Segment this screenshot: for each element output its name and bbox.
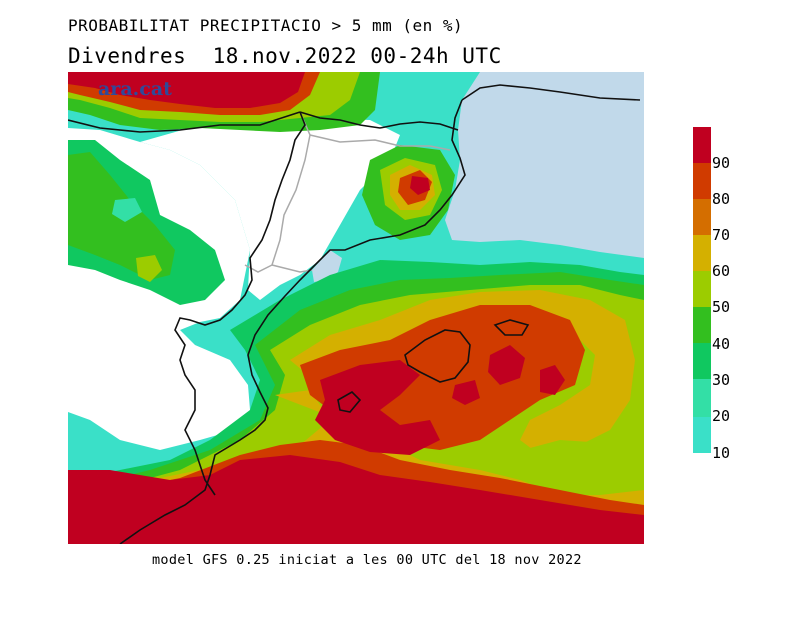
legend-swatch-30 bbox=[693, 343, 711, 379]
mallorca-island bbox=[404, 329, 471, 383]
watermark-logo: ara.cat bbox=[98, 78, 172, 100]
legend-label-30: 30 bbox=[712, 371, 731, 389]
band-90-south-blob3 bbox=[452, 380, 480, 405]
legend-swatch-80 bbox=[693, 163, 711, 199]
band-60-south-east bbox=[530, 440, 600, 470]
legend-swatch-40 bbox=[693, 307, 711, 343]
legend-label-90: 90 bbox=[712, 154, 731, 172]
legend-swatch-60 bbox=[693, 235, 711, 271]
legend-swatch-90 bbox=[693, 127, 711, 163]
legend-label-70: 70 bbox=[712, 226, 731, 244]
band-90-north bbox=[68, 72, 305, 108]
band-60-west bbox=[136, 255, 162, 282]
legend-swatch-70 bbox=[693, 199, 711, 235]
precipitation-probability-map bbox=[68, 72, 644, 544]
legend-swatch-10 bbox=[693, 417, 711, 453]
band-70-south bbox=[290, 290, 635, 455]
band-90-south-bottom bbox=[68, 455, 644, 544]
legend-swatch-50 bbox=[693, 271, 711, 307]
dry-area-central bbox=[140, 118, 400, 300]
band-90-south-left bbox=[315, 360, 440, 455]
ibiza-island bbox=[337, 391, 362, 413]
legend-swatch-20 bbox=[693, 379, 711, 417]
map-subtitle: Divendres 18.nov.2022 00-24h UTC bbox=[68, 44, 502, 68]
legend-colorbar bbox=[693, 127, 711, 453]
menorca-island bbox=[493, 319, 530, 336]
band-90-south-blob2 bbox=[540, 365, 565, 395]
legend-label-60: 60 bbox=[712, 262, 731, 280]
band-90-south-blob1 bbox=[488, 345, 525, 385]
region-borders bbox=[244, 111, 451, 273]
legend-label-50: 50 bbox=[712, 298, 731, 316]
legend-label-40: 40 bbox=[712, 335, 731, 353]
legend-label-10: 10 bbox=[712, 444, 731, 462]
band-20-west-blob bbox=[112, 198, 142, 222]
coastline-borders bbox=[68, 84, 641, 544]
sea-area bbox=[445, 72, 644, 258]
model-run-caption: model GFS 0.25 iniciat a les 00 UTC del … bbox=[152, 552, 582, 568]
legend-label-20: 20 bbox=[712, 407, 731, 425]
band-90-northeast bbox=[410, 176, 430, 195]
map-title: PROBABILITAT PRECIPITACIO > 5 mm (en %) bbox=[68, 16, 464, 35]
legend-label-80: 80 bbox=[712, 190, 731, 208]
